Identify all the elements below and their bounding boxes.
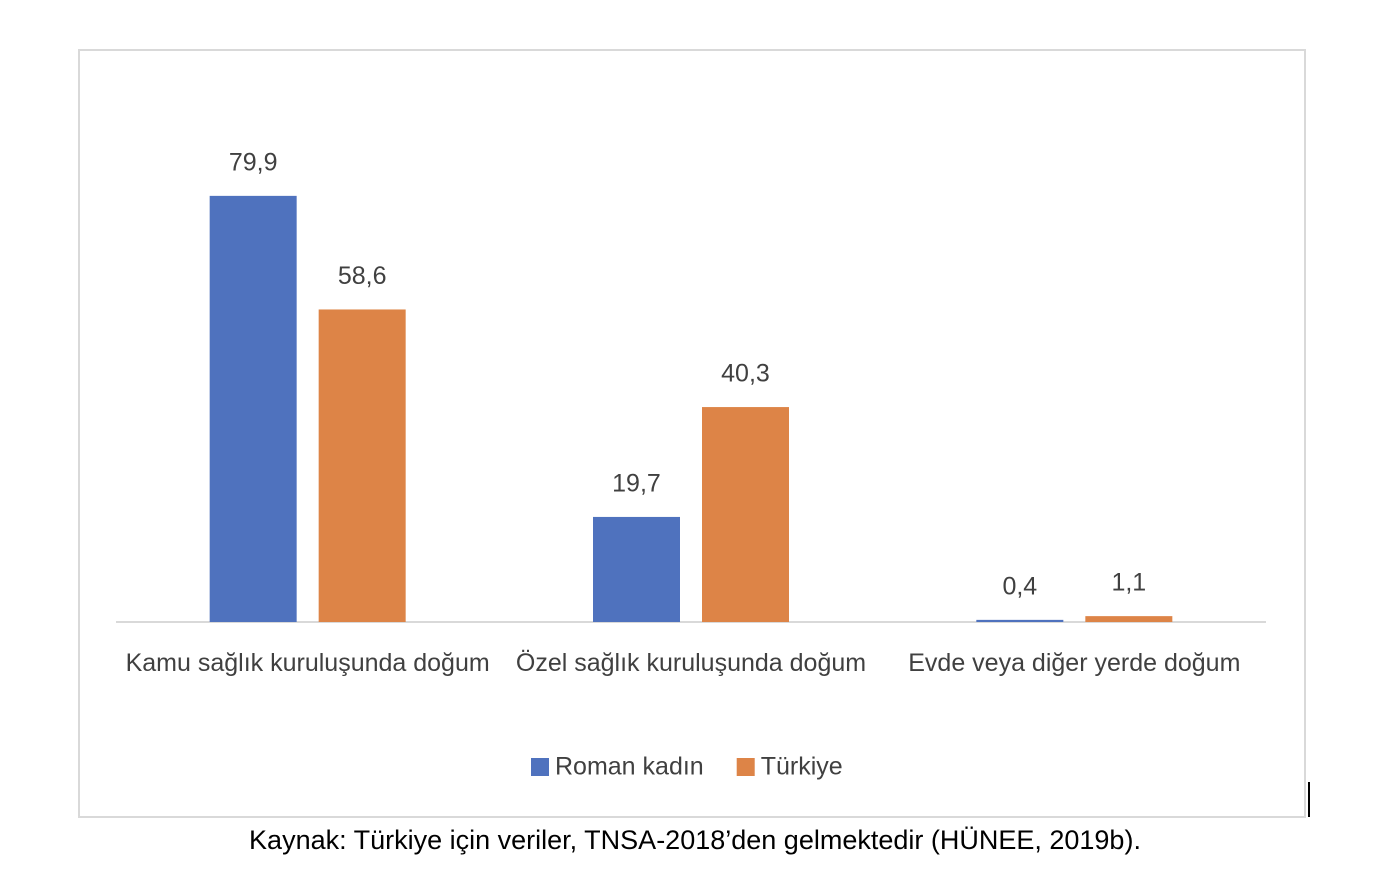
value-label: 79,9 — [229, 148, 278, 176]
value-label: 1,1 — [1111, 569, 1146, 597]
bar — [1085, 616, 1173, 622]
legend-label: Roman kadın — [555, 753, 704, 781]
bar — [593, 516, 680, 622]
value-label: 58,6 — [338, 262, 387, 290]
x-tick-label: Evde veya diğer yerde doğum — [908, 649, 1241, 677]
legend-swatch — [531, 758, 549, 776]
bar — [976, 619, 1064, 622]
x-tick-label: Kamu sağlık kuruluşunda doğum — [125, 649, 490, 677]
caption: Kaynak: Türkiye için veriler, TNSA-2018’… — [249, 825, 1141, 855]
bar — [318, 309, 406, 622]
x-tick-label: Özel sağlık kuruluşunda doğum — [515, 649, 867, 677]
legend-label: Türkiye — [761, 753, 843, 781]
value-label: 40,3 — [721, 360, 770, 388]
bar — [702, 407, 789, 622]
value-label: 0,4 — [1002, 572, 1037, 600]
chart-frame — [78, 49, 1306, 818]
bar — [209, 195, 297, 622]
value-label: 19,7 — [612, 470, 661, 498]
legend-swatch — [736, 758, 755, 776]
